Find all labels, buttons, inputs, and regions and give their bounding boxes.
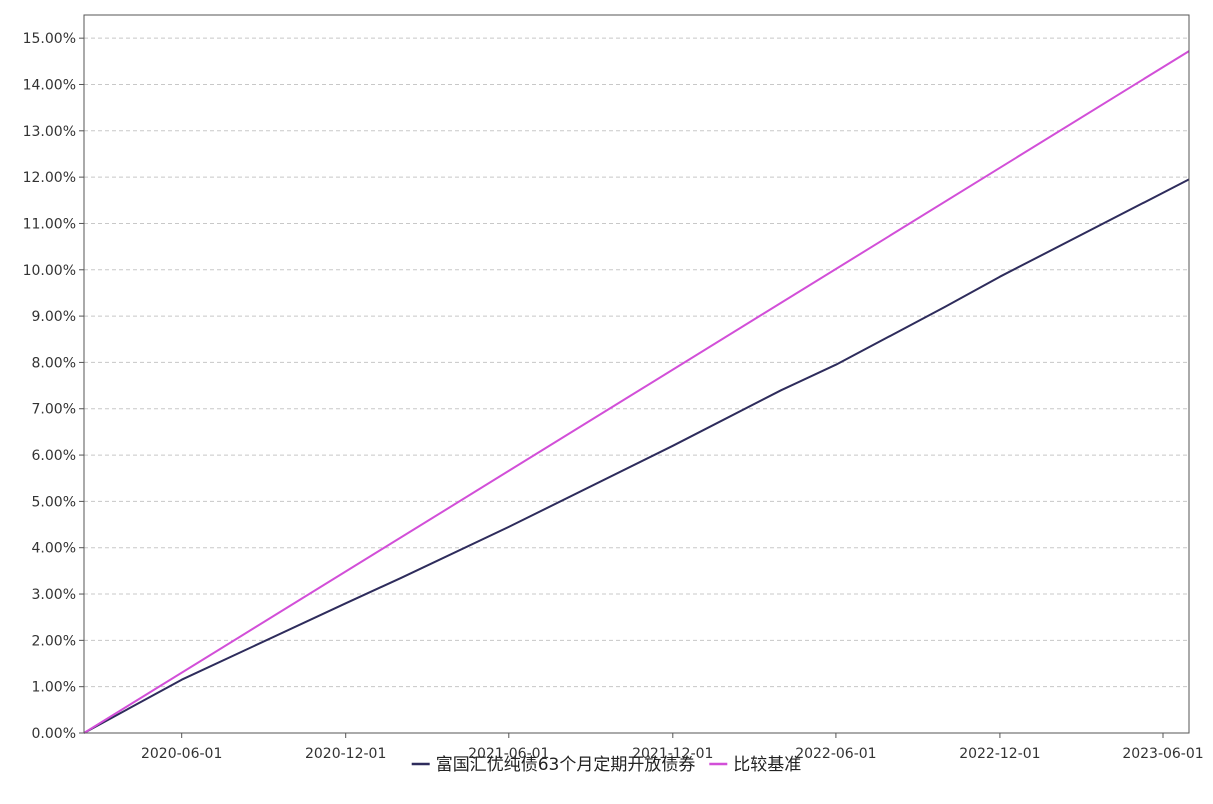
y-tick-label: 11.00% xyxy=(23,216,76,232)
legend-label: 比较基准 xyxy=(733,755,801,775)
x-tick-label: 2021-12-01 xyxy=(632,746,713,762)
x-tick-label: 2020-12-01 xyxy=(305,746,386,762)
y-tick-label: 14.00% xyxy=(23,77,76,93)
plot-border xyxy=(83,14,1190,734)
x-tick-label: 2021-06-01 xyxy=(468,746,549,762)
x-axis-ticks: 2020-06-01 2020-12-01 2021-06-01 2021-12-01… xyxy=(141,733,1204,762)
y-tick-label: 15.00% xyxy=(23,31,76,47)
grid-lines xyxy=(84,37,1189,688)
legend-item: 富国汇优纯债63个月定期开放债券 xyxy=(411,755,696,775)
y-tick-label: 3.00% xyxy=(32,587,76,603)
y-tick-label: 10.00% xyxy=(23,263,76,279)
y-tick-label: 1.00% xyxy=(32,680,76,696)
legend: 富国汇优纯债63个月定期开放债券 比较基准 xyxy=(411,755,801,775)
y-tick-label: 9.00% xyxy=(32,309,76,325)
y-tick-label: 13.00% xyxy=(23,124,76,140)
series-lines xyxy=(83,50,1190,734)
y-axis-ticks: 0.00% 1.00% 2.00% 3.00% 4.00% 5.00% 6.00% 7.00%… xyxy=(23,31,84,742)
y-tick-label: 12.00% xyxy=(23,170,76,186)
x-tick-label: 2023-06-01 xyxy=(1122,746,1203,762)
series-line-1 xyxy=(83,50,1190,734)
legend-item: 比较基准 xyxy=(709,755,801,775)
series-line-0 xyxy=(83,178,1190,734)
x-tick-label: 2020-06-01 xyxy=(141,746,222,762)
y-tick-label: 0.00% xyxy=(32,726,76,742)
y-tick-label: 2.00% xyxy=(32,633,76,649)
plot-background xyxy=(84,15,1189,733)
y-tick-label: 4.00% xyxy=(32,541,76,557)
y-tick-label: 5.00% xyxy=(32,494,76,510)
x-tick-label: 2022-06-01 xyxy=(795,746,876,762)
x-tick-label: 2022-12-01 xyxy=(959,746,1040,762)
y-tick-label: 8.00% xyxy=(32,355,76,371)
legend-label: 富国汇优纯债63个月定期开放债券 xyxy=(436,755,696,775)
y-tick-label: 6.00% xyxy=(32,448,76,464)
y-tick-label: 7.00% xyxy=(32,402,76,418)
